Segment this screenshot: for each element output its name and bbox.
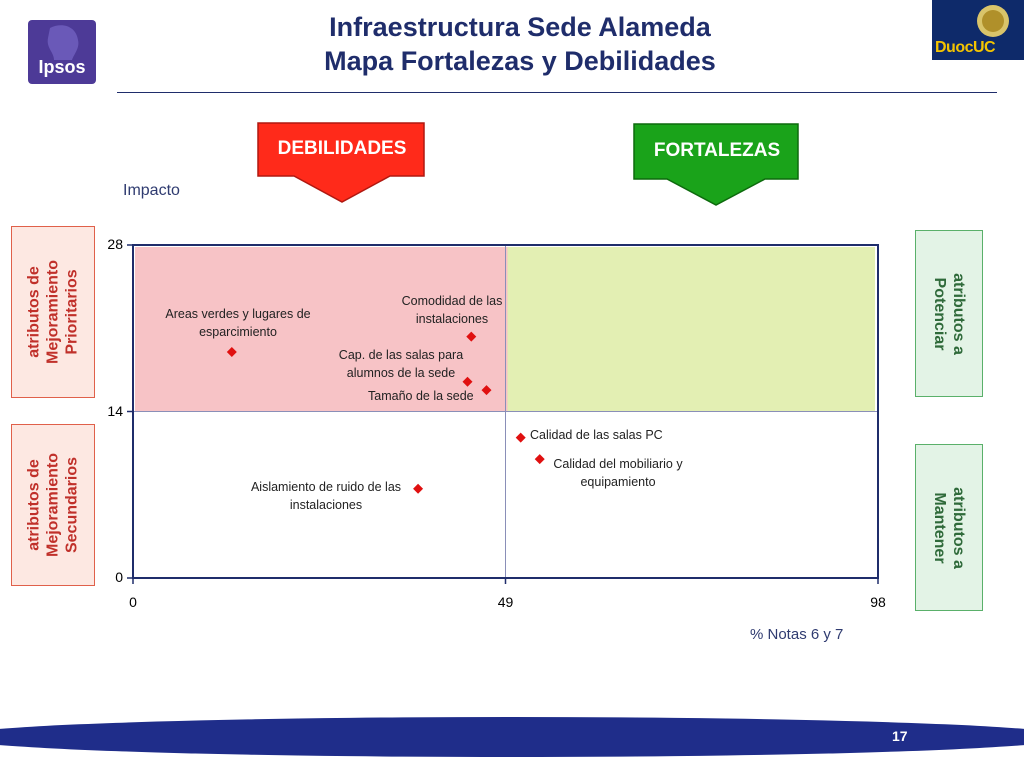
data-point-6 (413, 483, 424, 494)
fortalezas-label: FORTALEZAS (653, 140, 781, 161)
page-number: 17 (892, 728, 908, 744)
y-axis-label: Impacto (123, 182, 180, 199)
box-potenciar: atributos a Potenciar (915, 230, 983, 397)
scatter-chart (127, 244, 879, 584)
fortalezas-arrow (633, 123, 799, 206)
y-tick-label-0: 0 (115, 569, 123, 585)
weak-zone (135, 247, 508, 412)
y-tick-label-14: 14 (107, 402, 123, 419)
title-line-2: Mapa Fortalezas y Debilidades (324, 46, 716, 76)
data-point-5 (534, 454, 545, 465)
ipsos-logo: Ipsos (28, 20, 96, 84)
point-label-tamano: Tamaño de la sede (368, 389, 474, 403)
duocuc-crest-icon (933, 1, 1023, 59)
data-point-3 (481, 385, 492, 396)
box-mejoramiento-secundarios: atributos de Mejoramiento Secundarios (11, 424, 95, 586)
title-line-1: Infraestructura Sede Alameda (329, 12, 711, 42)
box-mejoramiento-prioritarios: atributos de Mejoramiento Prioritarios (11, 226, 95, 398)
duocuc-logo: DuocUC (932, 0, 1024, 60)
ipsos-head-icon (47, 25, 79, 60)
box-mantener: atributos a Mantener (915, 444, 983, 611)
point-label-comodidad: Comodidad de las instalaciones (401, 294, 503, 326)
duocuc-logo-text: DuocUC (935, 39, 996, 56)
ipsos-logo-text: Ipsos (38, 57, 86, 77)
axis-ticks (127, 244, 879, 584)
page-title: Infraestructura Sede Alameda Mapa Fortal… (200, 10, 840, 78)
data-point-4 (515, 432, 526, 443)
x-tick-label-49: 49 (497, 594, 514, 610)
x-tick-label-98: 98 (870, 594, 886, 610)
strong-zone (507, 247, 875, 412)
x-axis-label: % Notas 6 y 7 (750, 626, 844, 643)
data-point-0 (226, 347, 237, 358)
x-tick-label-0: 0 (129, 594, 137, 610)
y-tick-label-28: 28 (107, 236, 123, 252)
footer-band (0, 717, 1024, 757)
data-point-1 (466, 331, 477, 342)
point-label-areas-verdes: Areas verdes y lugares de esparcimiento (165, 307, 311, 339)
debilidades-label: DEBILIDADES (277, 138, 407, 159)
title-divider (117, 92, 997, 93)
point-label-mobiliario: Calidad del mobiliario y equipamiento (553, 457, 683, 489)
point-label-aislamiento: Aislamiento de ruido de las instalacione… (250, 480, 402, 512)
debilidades-arrow (257, 122, 425, 203)
point-label-salas-pc: Calidad de las salas PC (530, 428, 663, 442)
point-label-capacidad-salas: Cap. de las salas para alumnos de la sed… (338, 348, 464, 380)
data-markers (226, 331, 545, 494)
data-point-2 (462, 376, 473, 387)
